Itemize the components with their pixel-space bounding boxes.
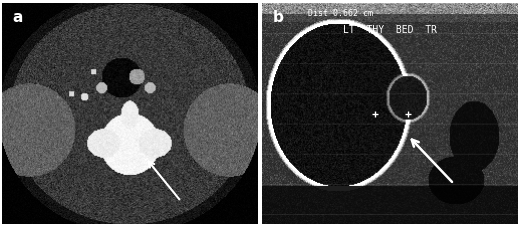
Text: Dist 0.662 cm: Dist 0.662 cm: [308, 9, 373, 18]
Text: a: a: [12, 10, 23, 25]
Text: LT  THY  BED  TR: LT THY BED TR: [343, 25, 437, 35]
Text: b: b: [272, 10, 283, 25]
